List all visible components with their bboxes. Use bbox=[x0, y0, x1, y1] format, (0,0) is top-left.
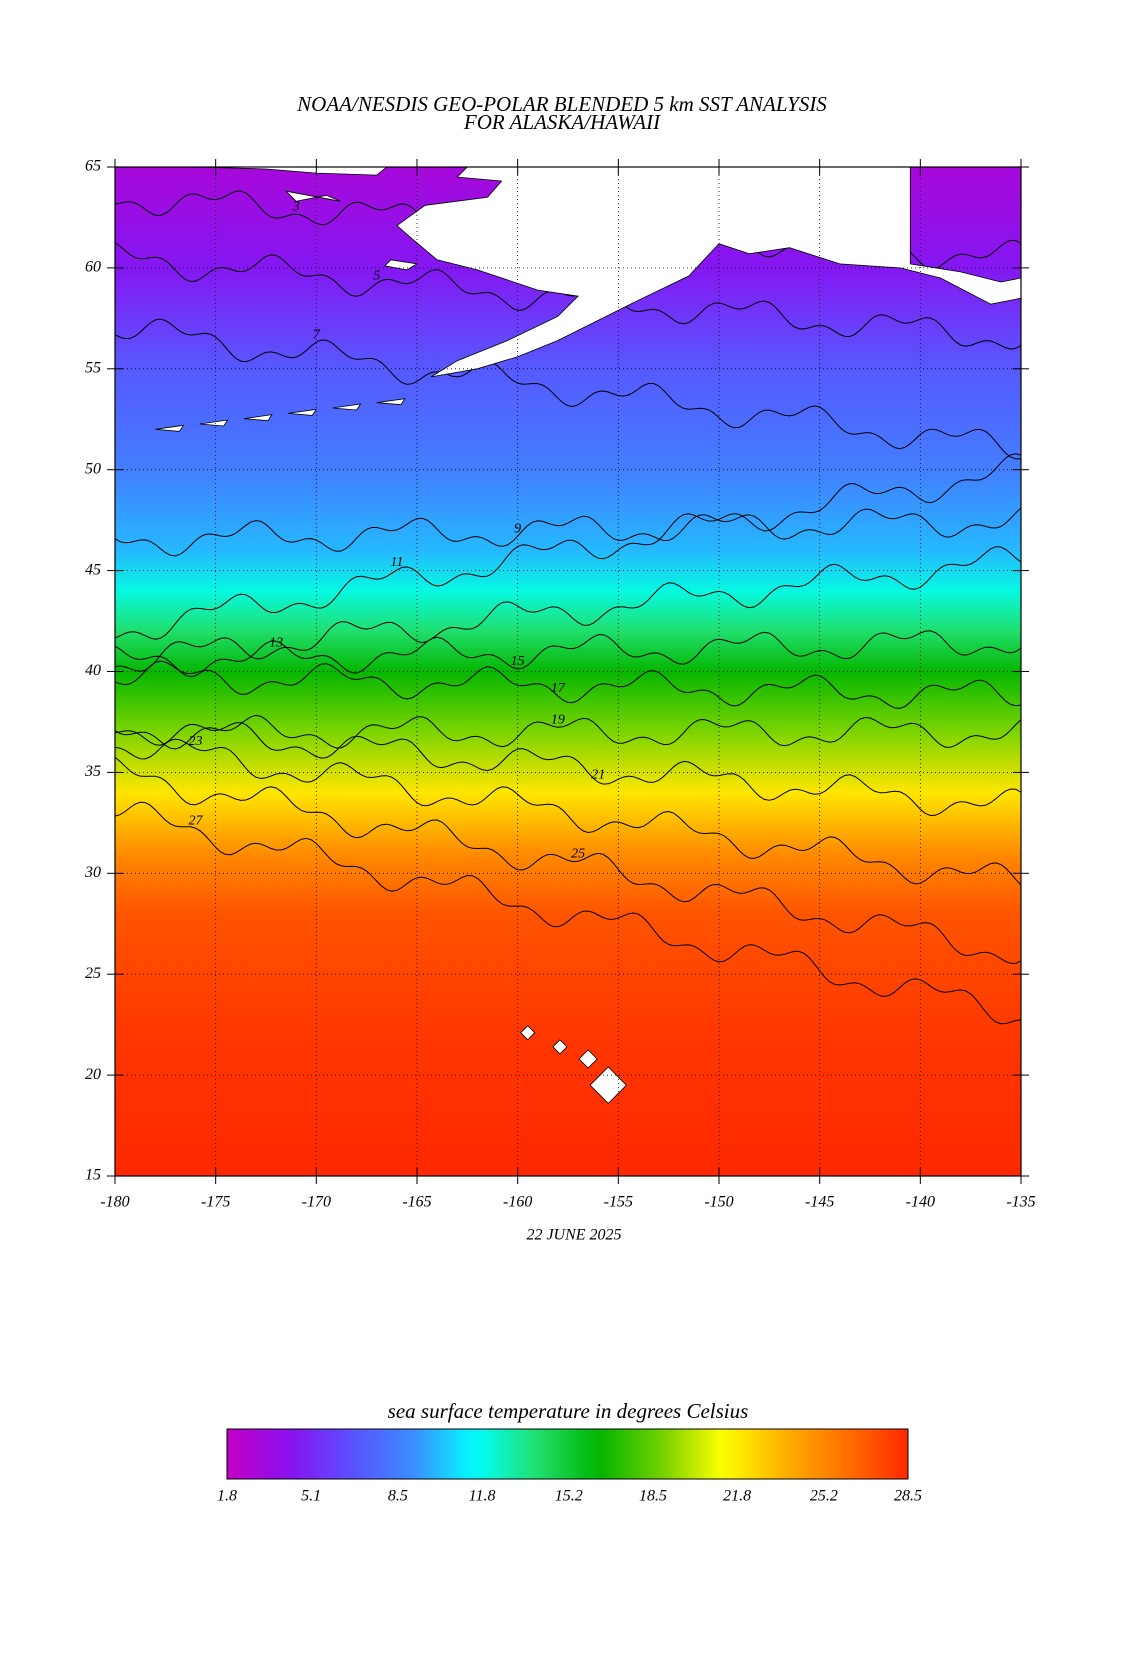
contour-line bbox=[115, 318, 1021, 460]
y-tick-label: 35 bbox=[84, 763, 101, 780]
map-frame bbox=[114, 166, 1022, 1177]
y-tick-label: 45 bbox=[85, 561, 101, 578]
contour-line bbox=[115, 453, 1021, 640]
y-tick-label: 25 bbox=[85, 965, 101, 982]
y-tick-label: 60 bbox=[85, 259, 101, 276]
title-line-1: NOAA/NESDIS GEO-POLAR BLENDED 5 km SST A… bbox=[296, 92, 827, 116]
x-tick-label: -160 bbox=[503, 1194, 532, 1211]
contour-line bbox=[115, 756, 1021, 964]
y-tick-label: 40 bbox=[85, 662, 101, 679]
contour-line bbox=[115, 738, 1021, 886]
colorbar-tick-label: 28.5 bbox=[894, 1488, 922, 1505]
aleutian-island bbox=[243, 414, 273, 422]
contour-label: 23 bbox=[189, 734, 203, 749]
contour-line bbox=[115, 660, 1021, 709]
contour-label: 25 bbox=[571, 847, 585, 862]
x-tick-label: -140 bbox=[906, 1194, 935, 1211]
contour-line bbox=[115, 242, 1021, 350]
contour-line bbox=[115, 630, 1021, 678]
contour-label: 19 bbox=[551, 712, 565, 727]
map-area: 3 5 7 9 11 13 15 17 19 21 23 25 27 bbox=[115, 167, 1021, 1176]
chukotka-coast bbox=[195, 167, 388, 176]
colorbar-tick-label: 25.2 bbox=[810, 1488, 838, 1505]
contour-label: 21 bbox=[591, 767, 605, 782]
colorbar-tick-label: 1.8 bbox=[217, 1488, 237, 1505]
contour-line bbox=[115, 801, 1021, 1025]
contour-label: 3 bbox=[292, 199, 300, 214]
aleutian-island bbox=[155, 424, 185, 432]
hawaii-island bbox=[520, 1025, 536, 1041]
x-tick-label: -165 bbox=[402, 1194, 431, 1211]
colorbar-tick-label: 21.8 bbox=[723, 1488, 751, 1505]
colorbar-tick-label: 8.5 bbox=[388, 1488, 408, 1505]
aleutian-island bbox=[288, 408, 318, 416]
date: 22 JUNE 2025 bbox=[526, 1227, 621, 1244]
colorbar-tick-label: 11.8 bbox=[469, 1488, 496, 1505]
aleutian-island bbox=[376, 398, 406, 406]
colorbar-tick-label: 15.2 bbox=[555, 1488, 583, 1505]
y-tick-label: 65 bbox=[85, 158, 101, 175]
x-tick-label: -180 bbox=[100, 1194, 129, 1211]
y-tick-label: 30 bbox=[84, 864, 101, 881]
hawaii-island bbox=[552, 1039, 568, 1055]
contour-label: 7 bbox=[313, 327, 321, 342]
st-lawrence-island bbox=[284, 190, 341, 202]
x-tick-label: -150 bbox=[704, 1194, 733, 1211]
hawaii-island bbox=[578, 1049, 598, 1069]
title-line-2: FOR ALASKA/HAWAII bbox=[463, 110, 661, 134]
y-tick-label: 15 bbox=[85, 1167, 101, 1184]
y-tick-label: 50 bbox=[85, 460, 101, 477]
x-tick-label: -135 bbox=[1006, 1194, 1035, 1211]
x-tick-label: -155 bbox=[604, 1194, 633, 1211]
contour-label: 9 bbox=[514, 521, 521, 536]
contour-label: 5 bbox=[373, 268, 380, 283]
contour-label: 17 bbox=[551, 681, 566, 696]
hawaii-island bbox=[589, 1066, 627, 1104]
contour-line bbox=[115, 507, 1021, 557]
colorbar-title: sea surface temperature in degrees Celsi… bbox=[388, 1399, 749, 1423]
colorbar bbox=[226, 1428, 909, 1480]
contour-line bbox=[115, 722, 1021, 817]
contour-label: 11 bbox=[390, 555, 403, 570]
nunivak-island bbox=[383, 259, 419, 271]
aleutian-island bbox=[199, 419, 229, 427]
x-tick-label: -145 bbox=[805, 1194, 834, 1211]
y-tick-label: 20 bbox=[85, 1066, 101, 1083]
alaska bbox=[396, 167, 1021, 378]
contour-label: 27 bbox=[189, 813, 204, 828]
contour-line bbox=[115, 714, 1021, 750]
overlay: -180 -175 -170 -165 -160 -155 -150 -145 -140 -135… bbox=[84, 158, 1036, 1505]
contour-line bbox=[115, 546, 1021, 672]
x-tick-label: -175 bbox=[201, 1194, 230, 1211]
y-tick-label: 55 bbox=[85, 359, 101, 376]
colorbar-tick-label: 5.1 bbox=[301, 1488, 321, 1505]
x-tick-label: -170 bbox=[302, 1194, 331, 1211]
aleutian-island bbox=[332, 403, 362, 411]
contour-label: 15 bbox=[511, 654, 525, 669]
contour-label: 13 bbox=[269, 636, 283, 651]
colorbar-tick-label: 18.5 bbox=[639, 1488, 667, 1505]
